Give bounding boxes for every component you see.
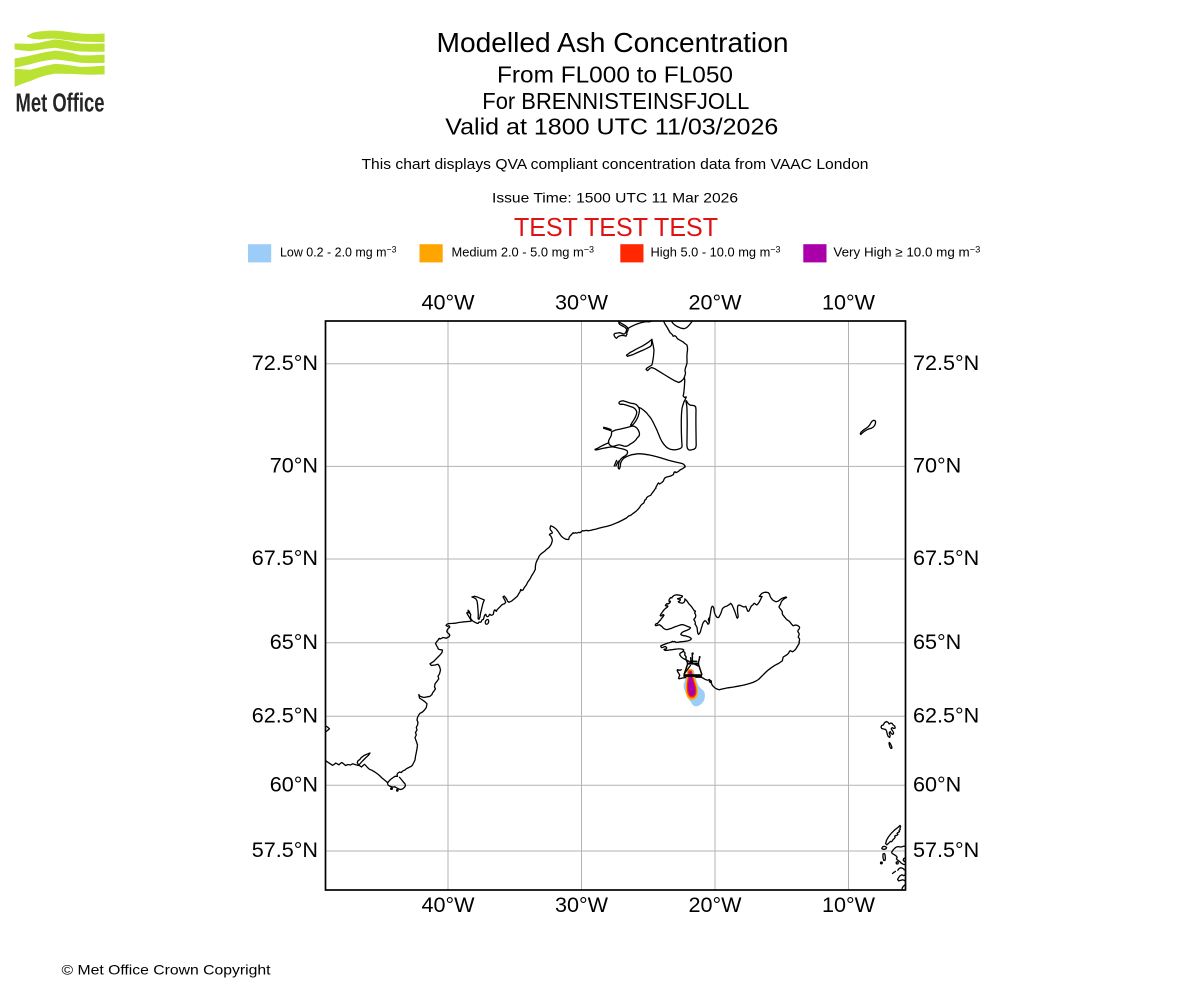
svg-text:TEST TEST TEST: TEST TEST TEST xyxy=(514,214,718,242)
svg-text:Very High ≥ 10.0 mg m−3: Very High ≥ 10.0 mg m −3 xyxy=(833,245,980,260)
svg-text:70°N: 70°N xyxy=(913,453,961,478)
svg-text:30°W: 30°W xyxy=(555,892,609,917)
svg-text:70°N: 70°N xyxy=(270,453,318,478)
svg-text:Modelled Ash Concentration: Modelled Ash Concentration xyxy=(437,27,789,58)
svg-text:10°W: 10°W xyxy=(822,892,876,917)
svg-text:62.5°N: 62.5°N xyxy=(913,702,979,727)
svg-text:40°W: 40°W xyxy=(421,892,475,917)
svg-text:65°N: 65°N xyxy=(913,629,961,654)
svg-text:72.5°N: 72.5°N xyxy=(913,350,979,375)
svg-text:20°W: 20°W xyxy=(688,290,742,315)
svg-text:Low 0.2 - 2.0 mg m−3: Low 0.2 - 2.0 mg m−3 xyxy=(280,245,397,260)
svg-text:© Met Office Crown Copyright: © Met Office Crown Copyright xyxy=(62,961,271,977)
svg-text:High 5.0 - 10.0 mg m−3: High 5.0 - 10.0 mg m−3 xyxy=(651,245,781,260)
svg-text:From FL000 to FL050: From FL000 to FL050 xyxy=(497,62,733,88)
svg-text:This chart displays QVA compli: This chart displays QVA compliant concen… xyxy=(362,157,869,173)
svg-text:65°N: 65°N xyxy=(270,629,318,654)
svg-text:Valid at 1800 UTC 11/03/2026: Valid at 1800 UTC 11/03/2026 xyxy=(445,113,778,139)
svg-text:30°W: 30°W xyxy=(555,290,609,315)
svg-text:57.5°N: 57.5°N xyxy=(252,837,318,862)
svg-text:10°W: 10°W xyxy=(822,290,876,315)
svg-text:Met Office: Met Office xyxy=(16,90,105,118)
svg-text:Medium 2.0 - 5.0 mg m−3: Medium 2.0 - 5.0 mg m−3 xyxy=(452,245,595,260)
svg-text:20°W: 20°W xyxy=(688,892,742,917)
svg-text:60°N: 60°N xyxy=(270,771,318,796)
svg-text:67.5°N: 67.5°N xyxy=(252,545,318,570)
svg-text:67.5°N: 67.5°N xyxy=(913,545,979,570)
svg-text:40°W: 40°W xyxy=(421,290,475,315)
svg-text:57.5°N: 57.5°N xyxy=(913,837,979,862)
svg-text:For BRENNISTEINSFJOLL: For BRENNISTEINSFJOLL xyxy=(482,88,749,114)
svg-text:60°N: 60°N xyxy=(913,771,961,796)
svg-text:72.5°N: 72.5°N xyxy=(252,350,318,375)
svg-text:62.5°N: 62.5°N xyxy=(252,702,318,727)
svg-text:Issue Time: 1500 UTC 11 Mar 20: Issue Time: 1500 UTC 11 Mar 2026 xyxy=(492,190,738,206)
